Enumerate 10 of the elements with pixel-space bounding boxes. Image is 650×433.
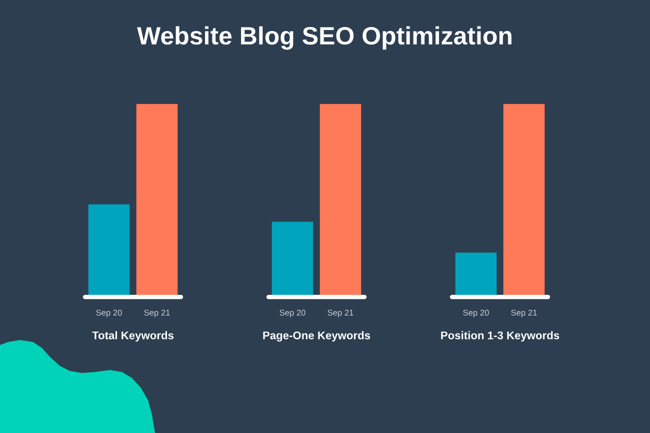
x-tick-label: Sep 20 (463, 310, 489, 318)
x-tick-label: Sep 21 (328, 310, 354, 318)
x-axis-title: Page-One Keywords (263, 331, 370, 342)
x-axis-title: Position 1-3 Keywords (441, 331, 560, 342)
x-tick-label: Sep 21 (511, 310, 537, 318)
x-tick-label: Sep 20 (280, 310, 306, 318)
x-tick-label: Sep 20 (96, 310, 122, 318)
text: Website Blog SEO Optimization (137, 26, 512, 50)
x-tick-label: Sep 21 (144, 310, 170, 318)
x-axis-title: Total Keywords (92, 331, 174, 342)
